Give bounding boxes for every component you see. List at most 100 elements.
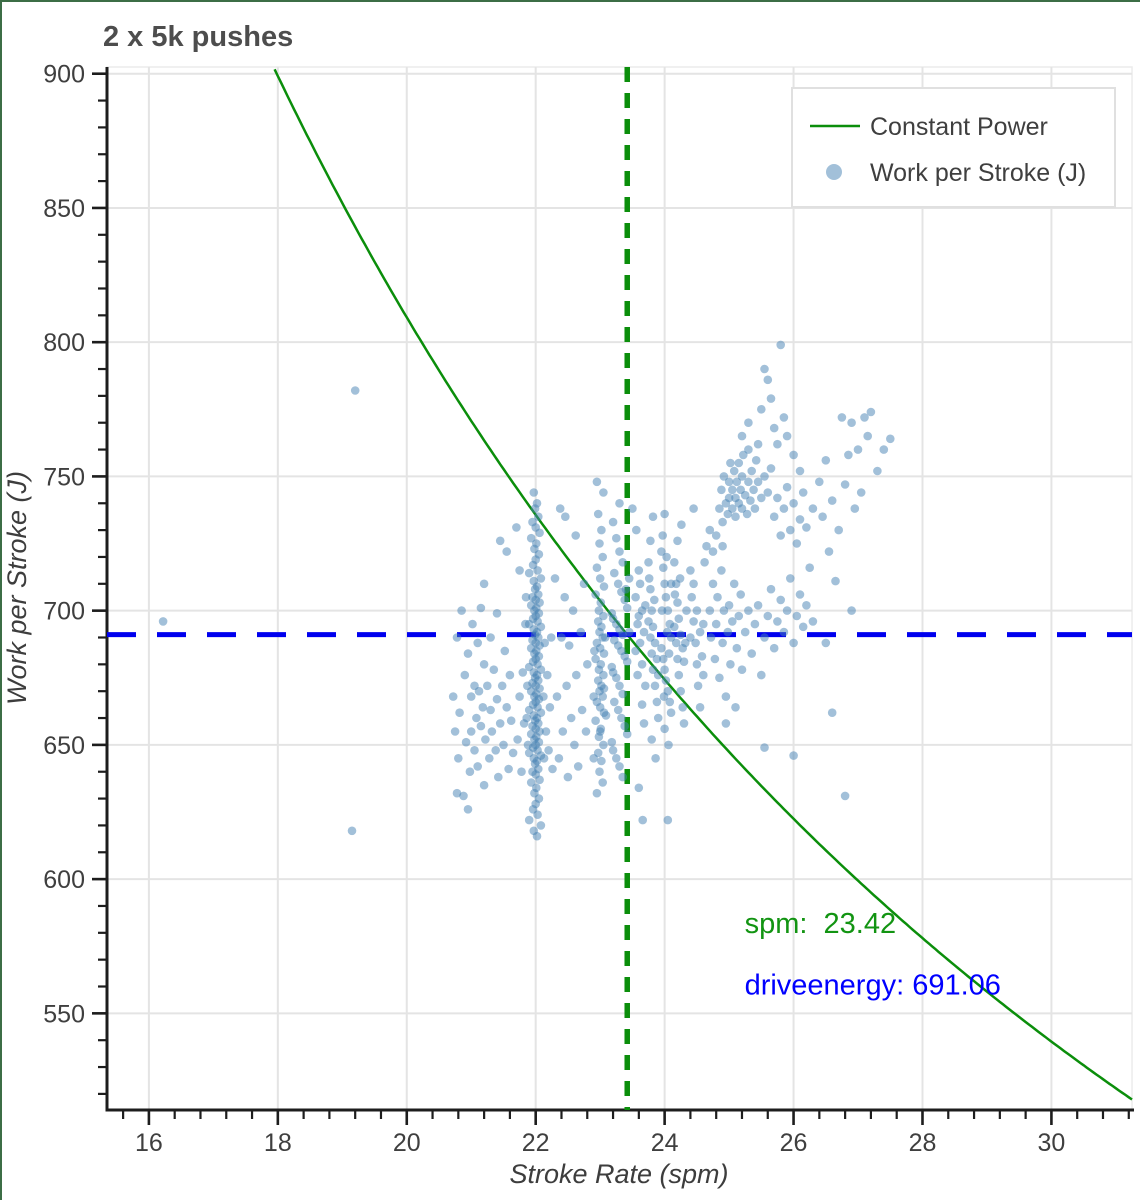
scatter-point xyxy=(452,788,462,798)
scatter-point xyxy=(740,490,750,500)
scatter-point xyxy=(708,547,718,556)
scatter-point xyxy=(579,579,589,589)
scatter-point xyxy=(717,485,726,495)
scatter-point xyxy=(760,364,769,374)
legend-dot-swatch xyxy=(826,164,842,180)
scatter-point xyxy=(571,531,580,540)
scatter-point xyxy=(659,654,668,664)
scatter-point xyxy=(659,563,668,572)
scatter-point xyxy=(729,579,739,589)
scatter-point xyxy=(734,611,744,621)
annotation-driveenergy: driveenergy: 691.06 xyxy=(745,970,1001,1002)
scatter-point xyxy=(713,592,722,602)
scatter-point xyxy=(840,480,850,489)
scatter-point xyxy=(612,754,621,763)
scatter-point xyxy=(632,525,641,535)
scatter-point xyxy=(689,504,698,513)
scatter-point xyxy=(853,445,863,454)
scatter-point xyxy=(740,627,750,637)
scatter-point xyxy=(466,727,476,736)
scatter-point xyxy=(700,558,709,567)
scatter-point xyxy=(638,815,647,825)
scatter-point xyxy=(610,697,619,707)
x-tick-label: 22 xyxy=(522,1129,550,1157)
scatter-point xyxy=(463,649,473,658)
scatter-point xyxy=(581,727,591,736)
scatter-point xyxy=(792,539,802,548)
scatter-point xyxy=(622,603,632,613)
scatter-point xyxy=(502,547,512,556)
scatter-point xyxy=(596,598,606,607)
scatter-point xyxy=(561,512,570,521)
scatter-point xyxy=(795,515,805,524)
scatter-point xyxy=(622,729,632,739)
scatter-point xyxy=(613,705,623,715)
scatter-point xyxy=(560,592,569,602)
scatter-point xyxy=(786,574,795,583)
scatter-point xyxy=(610,568,619,578)
y-tick-label: 700 xyxy=(43,598,85,626)
scatter-point xyxy=(577,705,587,715)
scatter-point xyxy=(753,439,763,449)
scatter-point xyxy=(726,660,735,669)
scatter-point xyxy=(647,735,656,744)
scatter-point xyxy=(679,657,689,666)
scatter-point xyxy=(591,654,600,664)
scatter-point xyxy=(533,810,542,819)
scatter-point xyxy=(737,472,747,481)
scatter-point xyxy=(634,566,644,575)
scatter-point xyxy=(554,754,564,763)
scatter-point xyxy=(450,727,460,736)
scatter-point xyxy=(601,633,610,642)
scatter-point xyxy=(721,719,731,728)
scatter-point xyxy=(564,641,574,650)
scatter-point xyxy=(724,601,734,610)
scatter-point xyxy=(622,657,632,666)
x-tick-label: 28 xyxy=(909,1129,937,1157)
scatter-point xyxy=(158,617,168,626)
scatter-point xyxy=(732,477,742,487)
scatter-point xyxy=(711,531,721,540)
scatter-point xyxy=(827,708,837,717)
scatter-point xyxy=(847,606,856,615)
scatter-point xyxy=(782,431,792,441)
scatter-point xyxy=(466,692,476,701)
scatter-point xyxy=(856,488,866,497)
scatter-point xyxy=(670,558,679,567)
scatter-point xyxy=(589,754,598,763)
scatter-point xyxy=(670,622,679,632)
scatter-point xyxy=(639,719,649,728)
x-tick-label: 26 xyxy=(780,1129,808,1157)
scatter-point xyxy=(808,617,818,626)
scatter-point xyxy=(831,576,840,586)
scatter-point xyxy=(689,579,698,589)
scatter-point xyxy=(536,821,546,830)
scatter-point xyxy=(753,477,763,487)
scatter-point xyxy=(675,574,685,583)
scatter-point xyxy=(728,504,737,513)
scatter-point xyxy=(573,762,583,771)
scatter-point xyxy=(593,509,603,519)
scatter-point xyxy=(802,523,811,532)
scatter-point xyxy=(624,574,634,583)
scatter-point xyxy=(659,692,669,701)
scatter-point xyxy=(750,619,760,629)
scatter-point xyxy=(563,772,573,782)
scatter-point xyxy=(646,584,655,594)
scatter-point xyxy=(665,697,675,707)
scatter-point xyxy=(747,466,756,476)
legend: Constant Power Work per Stroke (J) xyxy=(791,87,1116,208)
x-tick-label: 20 xyxy=(393,1129,421,1157)
scatter-point xyxy=(512,523,521,532)
scatter-point xyxy=(492,609,502,618)
scatter-point xyxy=(837,413,847,422)
scatter-point xyxy=(653,713,663,723)
scatter-point xyxy=(599,684,609,693)
scatter-point xyxy=(631,592,640,602)
scatter-point xyxy=(744,418,753,428)
scatter-point xyxy=(737,665,747,674)
scatter-point xyxy=(674,670,684,680)
scatter-point xyxy=(782,606,792,615)
scatter-point xyxy=(760,472,769,481)
scatter-point xyxy=(526,533,536,543)
